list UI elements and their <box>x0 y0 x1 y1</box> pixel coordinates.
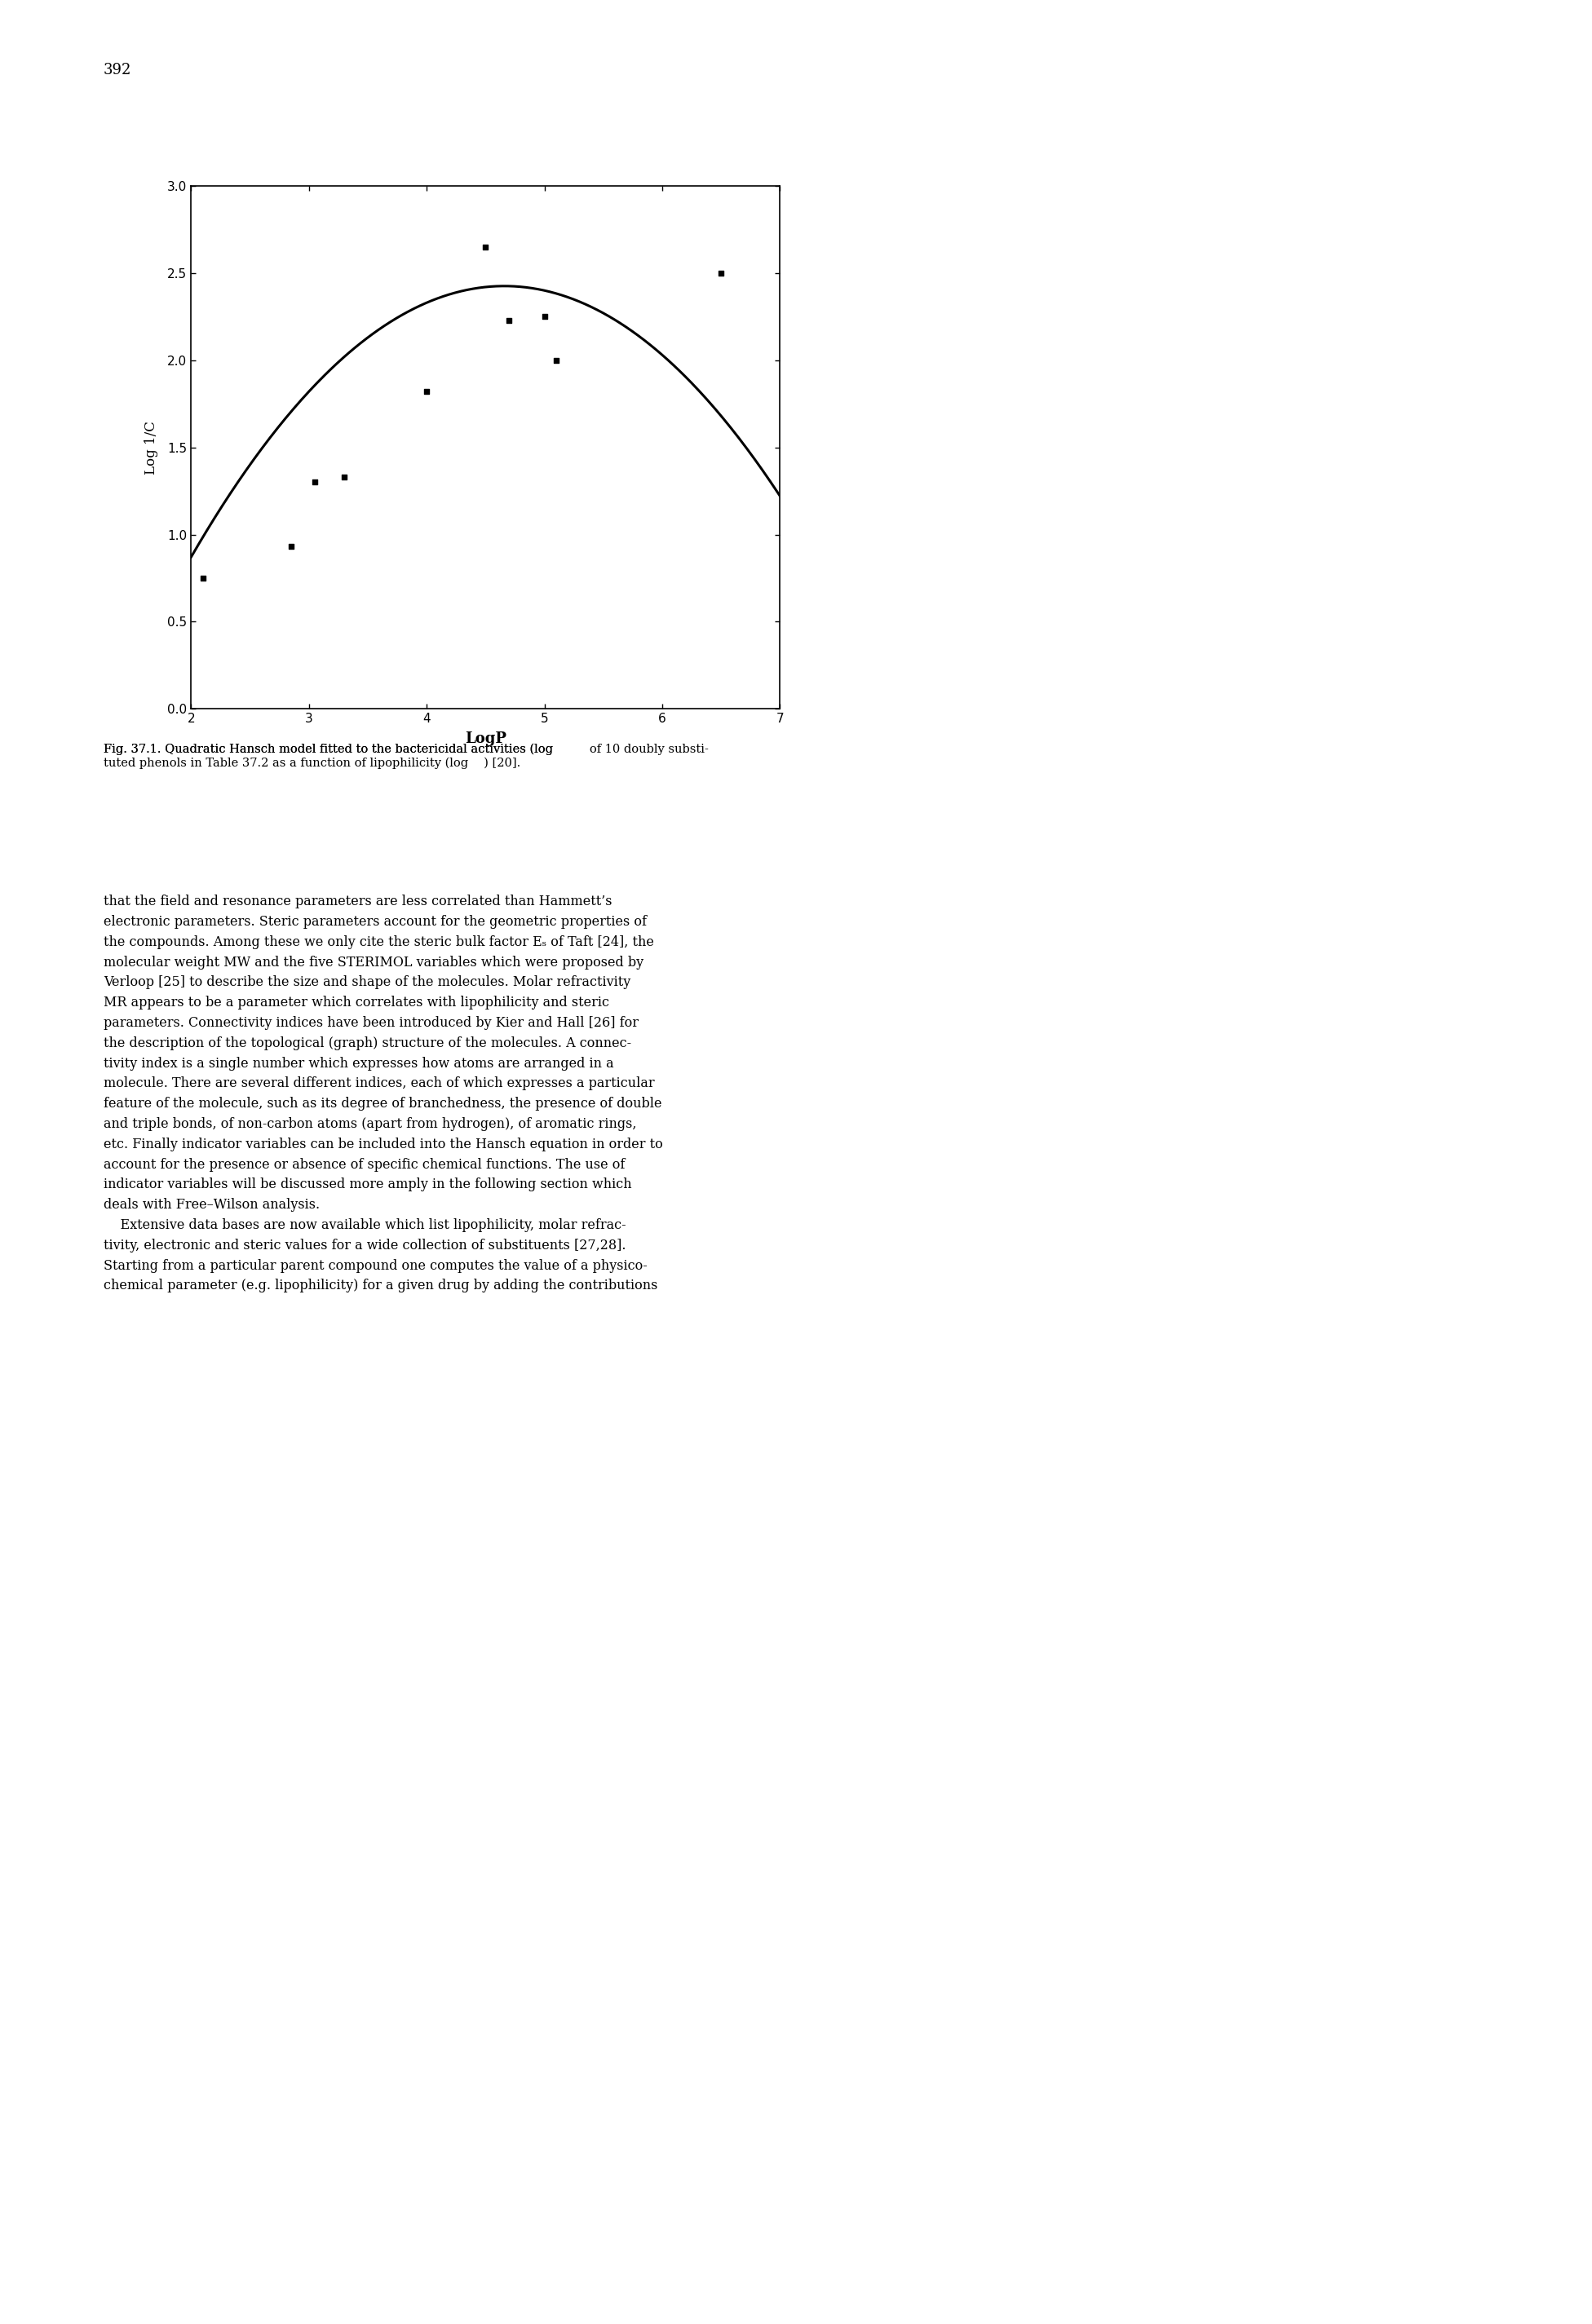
Y-axis label: Log 1/C: Log 1/C <box>145 421 158 474</box>
Point <box>414 374 439 411</box>
Point <box>543 342 568 379</box>
Text: Fig. 37.1. Quadratic Hansch model fitted to the bactericidal activities (log    : Fig. 37.1. Quadratic Hansch model fitted… <box>103 744 708 769</box>
Text: Fig. 37.1. Quadratic Hansch model fitted to the bactericidal activities (log: Fig. 37.1. Quadratic Hansch model fitted… <box>103 744 557 755</box>
Point <box>532 297 557 335</box>
X-axis label: LogP: LogP <box>465 732 506 746</box>
Point <box>302 465 328 502</box>
Point <box>189 560 215 597</box>
Text: that the field and resonance parameters are less correlated than Hammett’s
elect: that the field and resonance parameters … <box>103 895 662 1292</box>
Point <box>331 458 357 495</box>
Point <box>473 228 498 265</box>
Point <box>279 528 304 565</box>
Text: 392: 392 <box>103 63 132 77</box>
Point <box>497 302 522 339</box>
Point <box>708 256 734 293</box>
